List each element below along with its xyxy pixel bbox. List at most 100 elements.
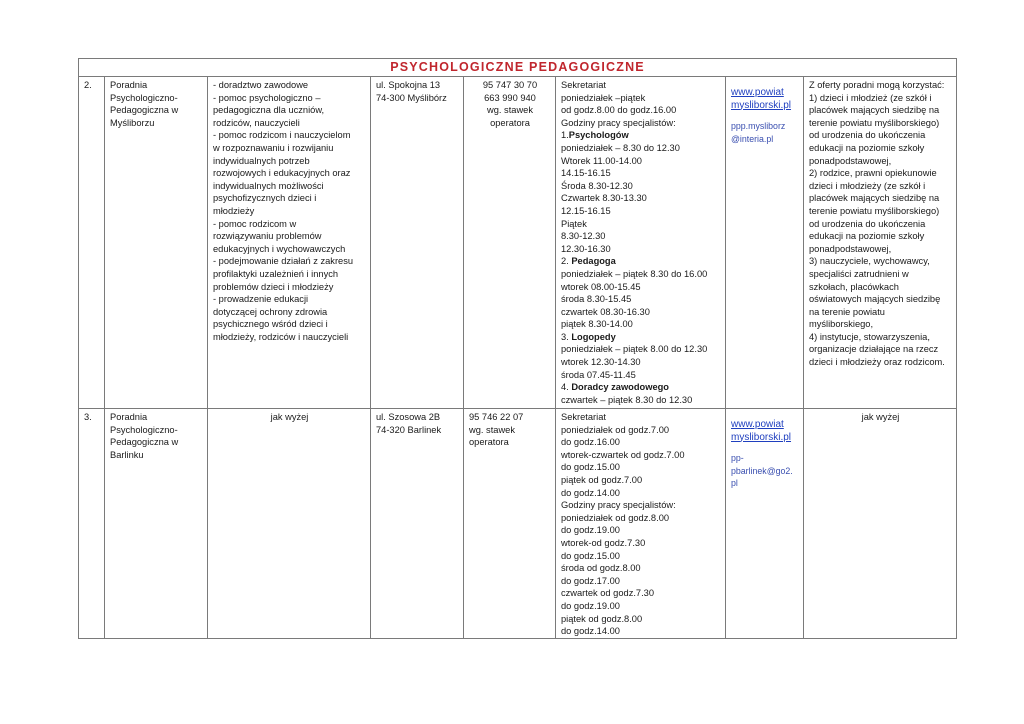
services-line: rodziców, nauczycieli [213, 117, 300, 128]
services-line: - doradztwo zawodowe [213, 80, 309, 90]
hours-line: środa 07.45-11.45 [561, 369, 721, 382]
hours-text: wtorek-czwartek od godz.7.00 [561, 449, 685, 460]
hours-line: piątek od godz.7.00 [561, 474, 721, 487]
institution-name-line: Poradnia [110, 80, 148, 90]
hours-text: 8.30-12.30 [561, 231, 606, 242]
hours-line: od godz.8.00 do godz.16.00 [561, 104, 721, 117]
website-link[interactable]: www.powiat [731, 87, 784, 98]
hours-line: 4. Doradcy zawodowego [561, 381, 721, 394]
row-number: 2. [78, 76, 105, 409]
services-line: jak wyżej [270, 412, 309, 422]
address: ul. Spokojna 13 74-300 Myślibórz [370, 76, 464, 409]
hours-line: poniedziałek – piątek 8.00 do 12.30 [561, 343, 721, 356]
eligibility-line: od urodzenia do ukończenia [809, 218, 926, 229]
hours-line: piątek od godz.8.00 [561, 613, 721, 626]
hours-line: Godziny pracy specjalistów: [561, 117, 721, 130]
services-line: rozwiązywaniu problemów [213, 231, 322, 242]
website-link[interactable]: www.powiat [731, 419, 784, 430]
eligibility-line: 4) instytucje, stowarzyszenia, [809, 331, 930, 342]
hours-line: 14.15-16.15 [561, 167, 721, 180]
hours-text: do godz.15.00 [561, 550, 620, 561]
hours-line: czwartek 08.30-16.30 [561, 306, 721, 319]
eligibility-line: terenie powiatu myśliborskiego) [809, 205, 940, 216]
hours-line: 8.30-12.30 [561, 230, 721, 243]
services-line: - pomoc psychologiczno – [213, 92, 321, 103]
hours-line: 3. Logopedy [561, 331, 721, 344]
hours-text: Godziny pracy specjalistów: [561, 117, 676, 128]
eligibility-line: placówek mających siedzibę na [809, 193, 940, 204]
hours-line: Sekretariat [561, 79, 721, 92]
phone-line: wg. stawek [469, 424, 515, 435]
eligibility-line: 2) rodzice, prawni opiekunowie [809, 168, 937, 179]
hours-line: 2. Pedagoga [561, 255, 721, 268]
hours-text: piątek 8.30-14.00 [561, 319, 633, 330]
hours-text: 12.15-16.15 [561, 205, 611, 216]
services-line: - podejmowanie działań z zakresu [213, 256, 354, 267]
website-link[interactable]: mysliborski.pl [731, 431, 792, 443]
address: ul. Szosowa 2B 74-320 Barlinek [370, 408, 464, 639]
hours-line: środa 8.30-15.45 [561, 293, 721, 306]
hours-line: poniedziałek –piątek [561, 92, 721, 105]
eligibility-line: specjaliści zatrudnieni w [809, 268, 909, 279]
hours-text: wtorek 12.30-14.30 [561, 357, 641, 368]
services-line: problemów dzieci i młodzieży [213, 281, 334, 292]
hours-line: czwartek od godz.7.30 [561, 587, 721, 600]
hours-text: Wtorek 11.00-14.00 [561, 155, 642, 166]
services-line: psychicznego wśród dzieci i [213, 319, 328, 330]
hours-text: do godz.16.00 [561, 437, 620, 448]
website-link[interactable]: mysliborski.pl [731, 99, 792, 111]
eligibility-line: myśliborskiego, [809, 319, 874, 330]
eligibility-line: edukacji na poziomie szkoły [809, 231, 925, 242]
email-address: pbarlinek@go2. [731, 465, 793, 476]
hours-text: poniedziałek –piątek [561, 92, 646, 103]
phone-line: 95 747 30 70 [482, 80, 538, 90]
hours-text: do godz.17.00 [561, 575, 620, 586]
hours-text: środa od godz.8.00 [561, 563, 641, 574]
hours-text: do godz.15.00 [561, 462, 620, 473]
contact: www.powiat mysliborski.pl pp-pbarlinek@go2… [725, 408, 804, 639]
eligibility-line: na terenie powiatu [809, 306, 885, 317]
hours-text: 14.15-16.15 [561, 168, 611, 179]
hours-text: od godz.8.00 do godz.16.00 [561, 105, 677, 116]
hours-text: do godz.19.00 [561, 525, 620, 536]
services-line: młodzieży [213, 205, 255, 216]
eligibility-line: 1) dzieci i młodzież (ze szkół i [809, 92, 932, 103]
hours-line: środa od godz.8.00 [561, 562, 721, 575]
contact: www.powiat mysliborski.pl ppp.mysliborz @in… [725, 76, 804, 409]
hours-text: do godz.14.00 [561, 487, 620, 498]
hours-line: do godz.17.00 [561, 575, 721, 588]
opening-hours: Sekretariat poniedziałek od godz.7.00 do g… [555, 408, 726, 639]
hours-line: czwartek – piątek 8.30 do 12.30 [561, 394, 721, 407]
address-line: ul. Spokojna 13 [376, 80, 441, 90]
hours-line: poniedziałek od godz.8.00 [561, 512, 721, 525]
hours-line: wtorek-czwartek od godz.7.00 [561, 449, 721, 462]
eligibility-line: oświatowych mających siedzibę [809, 294, 941, 305]
eligibility-line: placówek mających siedzibę na [809, 105, 940, 116]
hours-text: Godziny pracy specjalistów: [561, 500, 676, 511]
email-address: @interia.pl [731, 133, 774, 144]
hours-line: Środa 8.30-12.30 [561, 180, 721, 193]
hours-text: Czwartek 8.30-13.30 [561, 193, 647, 204]
hours-text: Środa 8.30-12.30 [561, 180, 633, 191]
hours-line: Piątek [561, 218, 721, 231]
phone: 95 746 22 07 wg. stawek operatora [463, 408, 556, 639]
hours-text: do godz.14.00 [561, 626, 620, 637]
hours-line: Czwartek 8.30-13.30 [561, 192, 721, 205]
institution-name-line: Pedagogiczna w [110, 437, 179, 448]
eligibility-line: Z oferty poradni mogą korzystać: [809, 80, 945, 90]
eligibility-line: organizacje działające na rzecz [809, 344, 939, 355]
hours-line: Sekretariat [561, 411, 721, 424]
eligibility-line: 3) nauczyciele, wychowawcy, [809, 256, 930, 267]
services-line: - prowadzenie edukacji [213, 294, 309, 305]
row-number: 3. [78, 408, 105, 639]
hours-line: wtorek 12.30-14.30 [561, 356, 721, 369]
institution-name-line: Poradnia [110, 412, 148, 422]
eligibility-line: ponadpodstawowej, [809, 155, 892, 166]
hours-line: do godz.14.00 [561, 487, 721, 500]
address-line: 74-300 Myślibórz [376, 92, 447, 103]
phone-line: 663 990 940 [484, 92, 536, 103]
hours-text: 12.30-16.30 [561, 243, 611, 254]
eligibility-line: od urodzenia do ukończenia [809, 130, 926, 141]
services-line: - pomoc rodzicom i nauczycielom [213, 130, 351, 141]
